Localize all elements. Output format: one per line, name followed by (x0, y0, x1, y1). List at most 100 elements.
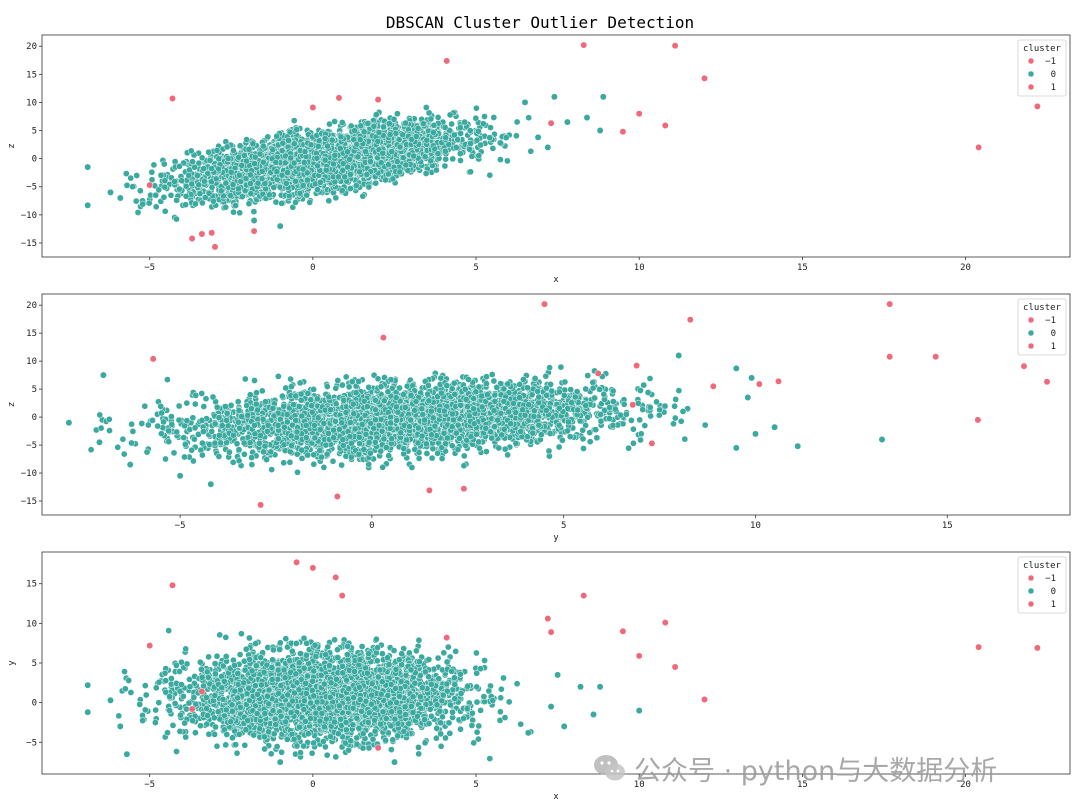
scatter-point (247, 190, 255, 198)
x-tick-label: 10 (750, 521, 761, 531)
y-axis-label: z (7, 143, 17, 148)
scatter-point (467, 168, 474, 176)
scatter-point (136, 187, 144, 195)
scatter-point (241, 152, 248, 159)
outlier-point (975, 143, 983, 151)
scatter-point (479, 120, 487, 128)
scatter-point (272, 159, 280, 166)
scatter-point (377, 159, 385, 166)
y-tick-label: 15 (26, 329, 37, 339)
scatter-point (258, 175, 266, 182)
scatter-point (160, 160, 168, 168)
scatter-point (304, 176, 311, 184)
legend-label: 0 (1051, 70, 1056, 80)
scatter-point (215, 165, 222, 173)
scatter-point (396, 143, 404, 151)
outlier-point (1033, 102, 1041, 110)
scatter-point (208, 165, 215, 172)
scatter-point (222, 203, 230, 211)
y-tick-label: −15 (21, 497, 37, 507)
scatter-point (457, 130, 464, 137)
scatter-point (227, 168, 235, 176)
scatter-point (281, 159, 289, 167)
scatter-point (402, 119, 409, 127)
outlier-point (309, 104, 317, 111)
scatter-point (190, 457, 197, 465)
scatter-point (194, 172, 201, 179)
x-tick-label: 5 (561, 521, 566, 531)
scatter-point (290, 117, 298, 124)
scatter-point (423, 136, 431, 144)
scatter-point (232, 202, 239, 209)
scatter-point (363, 171, 371, 178)
scatter-point (161, 207, 169, 215)
scatter-point (393, 158, 401, 165)
y-tick-label: −15 (21, 239, 37, 249)
scatter-point (145, 421, 152, 429)
scatter-point (396, 168, 404, 176)
scatter-point (338, 119, 346, 126)
points-layer (65, 300, 1051, 509)
scatter-point (392, 130, 400, 137)
scatter-point (430, 129, 437, 136)
y-tick-label: 5 (32, 127, 37, 137)
scatter-point (127, 174, 135, 182)
scatter-point (356, 136, 364, 143)
scatter-point (521, 98, 529, 106)
outlier-point (169, 95, 176, 102)
scatter-point (445, 141, 453, 148)
legend-title: cluster (1023, 44, 1062, 54)
scatter-point (293, 126, 301, 133)
scatter-point (550, 93, 558, 101)
scatter-point (192, 200, 199, 208)
scatter-point (201, 194, 209, 201)
scatter-point (476, 444, 483, 452)
scatter-point (217, 187, 225, 195)
scatter-point (205, 189, 213, 197)
scatter-point (640, 381, 648, 389)
scatter-point (247, 171, 254, 179)
scatter-point (256, 150, 264, 158)
scatter-point (351, 127, 358, 134)
scatter-point (183, 399, 191, 407)
scatter-point (513, 132, 520, 140)
scatter-point (382, 176, 389, 184)
scatter-point (167, 191, 175, 199)
legend: cluster−101 (1017, 39, 1067, 97)
scatter-point (261, 180, 269, 187)
scatter-point (324, 142, 331, 150)
scatter-point (290, 140, 298, 148)
scatter-point (422, 104, 430, 111)
scatter-point (286, 128, 294, 136)
scatter-point (344, 163, 351, 171)
scatter-point (385, 161, 392, 169)
scatter-point (161, 177, 169, 185)
scatter-point (276, 222, 284, 230)
y-tick-label: 0 (32, 155, 37, 165)
scatter-point (360, 128, 368, 136)
scatter-point (249, 140, 257, 148)
scatter-point (325, 197, 333, 205)
scatter-point (356, 168, 363, 176)
scatter-point (84, 163, 92, 171)
scatter-point (346, 155, 354, 163)
scatter-point (191, 400, 199, 408)
scatter-point (254, 179, 262, 187)
scatter-point (386, 120, 393, 127)
scatter-point (330, 160, 337, 168)
scatter-point (321, 156, 329, 164)
scatter-point (359, 192, 367, 200)
scatter-point (292, 177, 299, 185)
scatter-point (250, 208, 258, 215)
scatter-point (399, 131, 407, 139)
legend-marker (1027, 83, 1035, 91)
scatter-point (171, 178, 178, 185)
legend-label: −1 (1045, 57, 1056, 67)
scatter-point (338, 187, 346, 194)
scatter-point (456, 150, 464, 157)
outlier-point (374, 96, 382, 104)
scatter-point (107, 188, 114, 196)
scatter-point (314, 186, 321, 194)
y-tick-label: −5 (26, 183, 37, 193)
